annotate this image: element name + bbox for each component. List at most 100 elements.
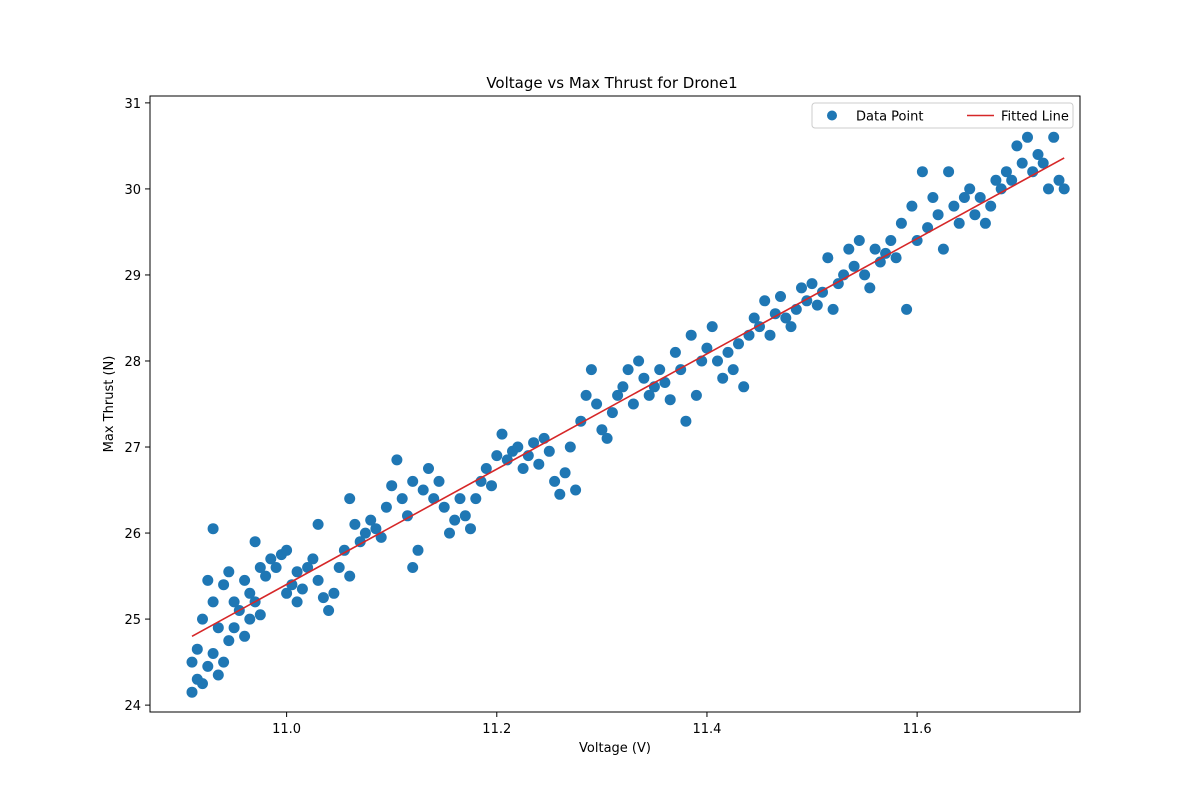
data-point: [459, 510, 471, 522]
data-point: [669, 346, 681, 358]
data-point: [254, 609, 266, 621]
data-point: [748, 312, 760, 324]
data-point: [186, 686, 198, 698]
x-tick-label: 11.6: [903, 722, 932, 737]
data-point: [396, 493, 408, 505]
data-point: [302, 562, 314, 573]
data-point: [212, 669, 224, 681]
data-point: [932, 209, 944, 221]
data-point: [617, 381, 629, 393]
legend-box: [811, 102, 1074, 129]
data-point: [317, 592, 329, 604]
data-point: [927, 192, 939, 203]
data-point: [722, 346, 734, 358]
data-point: [260, 570, 272, 582]
data-point: [601, 432, 613, 444]
y-tick-label: 28: [124, 355, 141, 370]
x-tick-label: 11.0: [272, 722, 301, 737]
data-point: [249, 536, 261, 548]
legend-label: Data Point: [856, 110, 923, 125]
x-tick-label: 11.4: [692, 722, 721, 737]
fitted-line: [191, 157, 1065, 638]
data-point: [486, 480, 497, 492]
y-tick-label: 31: [124, 97, 141, 112]
data-point: [1032, 149, 1044, 160]
data-point: [465, 523, 476, 535]
data-point: [197, 678, 208, 690]
data-point: [948, 200, 960, 212]
data-point: [370, 523, 382, 535]
x-tick-label: 11.2: [482, 722, 511, 737]
data-point: [433, 475, 445, 487]
data-point: [1053, 174, 1065, 186]
data-point: [848, 260, 860, 272]
data-point: [365, 514, 377, 526]
legend-marker: [827, 110, 837, 121]
data-point: [291, 566, 303, 578]
data-point: [701, 342, 713, 354]
data-point: [333, 562, 345, 573]
y-tick-label: 25: [124, 613, 141, 628]
data-point: [554, 488, 566, 500]
data-point: [349, 518, 361, 530]
data-point: [265, 553, 277, 565]
data-point: [212, 622, 224, 634]
data-point: [528, 437, 540, 449]
data-point: [953, 217, 965, 229]
data-point: [512, 441, 524, 453]
data-point: [922, 222, 934, 234]
data-point: [254, 562, 266, 573]
data-point: [1000, 166, 1012, 178]
data-point: [979, 217, 991, 229]
data-point: [901, 303, 913, 315]
data-point: [580, 389, 592, 401]
data-point: [338, 544, 350, 556]
data-point: [738, 381, 750, 393]
data-point: [496, 428, 508, 440]
data-point: [706, 321, 718, 333]
data-point: [869, 243, 881, 255]
y-tick-label: 26: [124, 527, 141, 542]
data-point: [627, 398, 639, 410]
y-tick-label: 30: [124, 183, 141, 198]
data-point: [407, 562, 419, 573]
data-point: [417, 484, 429, 496]
data-point: [517, 463, 529, 474]
data-point: [843, 243, 855, 255]
data-point: [1011, 140, 1023, 152]
data-point: [717, 372, 729, 384]
data-point: [974, 192, 986, 203]
data-point: [286, 579, 298, 591]
data-point: [407, 475, 419, 487]
data-point: [864, 282, 876, 294]
data-point: [328, 587, 340, 599]
data-point: [1006, 174, 1018, 186]
data-point: [785, 321, 797, 333]
data-point: [423, 463, 434, 474]
chart-title: Voltage vs Max Thrust for Drone1: [486, 74, 737, 92]
data-point: [296, 583, 308, 595]
data-point: [1048, 131, 1060, 143]
data-point: [969, 209, 981, 221]
data-point: [312, 574, 324, 586]
y-tick-label: 24: [124, 699, 141, 714]
data-point: [218, 656, 230, 668]
data-point: [239, 574, 251, 586]
data-point: [827, 303, 839, 315]
data-point: [885, 235, 897, 246]
data-point: [191, 643, 203, 655]
data-point: [244, 587, 256, 599]
data-point: [207, 648, 219, 659]
x-axis-label: Voltage (V): [579, 741, 651, 756]
data-point: [354, 536, 366, 548]
legend-label: Fitted Line: [1001, 110, 1069, 125]
x-axis: 11.0 11.2 11.4 11.6: [272, 712, 932, 737]
data-point: [223, 566, 235, 578]
data-point: [612, 389, 624, 401]
data-point: [775, 291, 786, 302]
plot-area: [186, 131, 1070, 698]
data-point: [596, 424, 608, 436]
data-point: [633, 355, 645, 367]
data-point: [291, 596, 303, 608]
data-point: [859, 269, 871, 281]
